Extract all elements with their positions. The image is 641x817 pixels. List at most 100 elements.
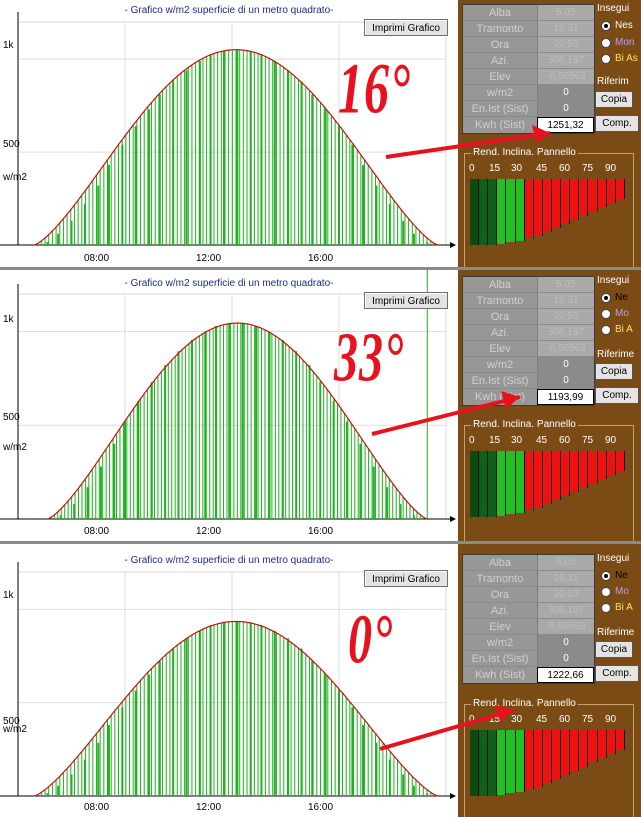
radio-option[interactable]: Bi A	[601, 324, 633, 335]
y-tick-label: 500	[3, 139, 20, 150]
row-label: Tramonto	[476, 23, 524, 35]
efficiency-bar	[488, 179, 498, 245]
copy-button[interactable]: Copia	[595, 363, 633, 380]
irradiance-bar	[362, 165, 365, 245]
print-chart-button[interactable]: Imprimi Grafico	[364, 570, 448, 587]
efficiency-bar	[588, 730, 598, 762]
table-row: Azi. 306,197	[463, 53, 594, 69]
radio-label: Mo	[615, 308, 629, 319]
irradiance-bar	[402, 774, 405, 796]
row-value: 306,197	[537, 53, 594, 68]
row-value: 5:05	[537, 555, 594, 570]
panel-efficiency-box: Rend. Inclina. Pannello 0 15 30 45 60 75…	[464, 419, 634, 542]
x-axis-arrow	[450, 516, 456, 522]
efficiency-bar	[479, 179, 489, 245]
irradiance-bar	[255, 325, 258, 519]
row-value: 0	[537, 357, 594, 372]
radio-option[interactable]: Bi As	[601, 53, 638, 64]
angle-scale-label: 45	[536, 714, 548, 725]
radio-option[interactable]: Mo	[601, 308, 629, 319]
row-value: 306,197	[537, 325, 594, 340]
efficiency-bar	[470, 179, 480, 245]
efficiency-bar	[561, 179, 571, 224]
angle-scale-label: 30	[511, 714, 523, 725]
radio-label: Mon	[615, 37, 635, 48]
efficiency-bar	[551, 179, 562, 228]
angle-scale-label: 75	[582, 714, 594, 725]
row-value: 19:31	[537, 571, 594, 586]
y-tick-label: 500	[3, 412, 20, 423]
kwh-value: 1222,66	[537, 667, 594, 683]
irradiance-bar	[324, 674, 327, 796]
table-row: Ora 20:50	[463, 309, 594, 325]
efficiency-bar	[579, 730, 589, 767]
compare-button[interactable]: Comp.	[595, 115, 639, 132]
angle-scale-label: 90	[605, 714, 617, 725]
irradiance-bar	[148, 109, 151, 245]
efficiency-bar	[606, 179, 616, 203]
radio-option[interactable]: Nes	[601, 20, 633, 31]
efficiency-bar	[515, 179, 525, 242]
copy-button[interactable]: Copia	[595, 91, 633, 108]
table-row: Kwh (Sist) 1222,66	[463, 667, 594, 683]
efficiency-bar	[588, 179, 598, 211]
compare-button[interactable]: Comp.	[595, 387, 639, 404]
irradiance-bar	[236, 49, 239, 246]
reference-group-label: Riferim	[597, 76, 629, 87]
control-panel-3: Alba 5:05 Tramonto 19:31 Ora 20:50 Azi. 306,…	[458, 544, 641, 817]
x-tick-label: 12:00	[196, 802, 222, 813]
radio-icon	[601, 324, 611, 335]
efficiency-bar	[579, 451, 589, 488]
radio-option[interactable]: Bi A	[601, 602, 633, 613]
row-value: -8,96563	[537, 341, 594, 356]
angle-scale-label: 75	[582, 163, 594, 174]
table-row: Alba 5:05	[463, 555, 594, 571]
irradiance-curve	[33, 620, 439, 797]
table-row: Elev -8,96563	[463, 69, 594, 85]
radio-icon	[601, 586, 611, 597]
table-row: Ora 20:50	[463, 587, 594, 603]
row-label: Tramonto	[476, 295, 524, 307]
row-value: 0	[537, 85, 594, 100]
compare-button[interactable]: Comp.	[595, 665, 639, 682]
angle-scale-label: 30	[511, 163, 523, 174]
efficiency-bar	[497, 730, 507, 795]
print-chart-button[interactable]: Imprimi Grafico	[364, 19, 448, 36]
irradiance-bar	[268, 331, 271, 519]
irradiance-bar	[300, 648, 303, 796]
row-label: Elev	[489, 71, 511, 83]
row-value: 306,197	[537, 603, 594, 618]
row-label: Azi.	[490, 55, 510, 67]
efficiency-bar	[615, 179, 625, 199]
row-value: -8,96563	[537, 69, 594, 84]
radio-option[interactable]: Ne	[601, 292, 628, 303]
irradiance-bar	[359, 444, 362, 519]
irradiance-bar	[46, 793, 49, 796]
efficiency-bar	[470, 730, 480, 796]
radio-label: Bi A	[615, 324, 633, 335]
pointer-arrow	[379, 705, 515, 751]
irradiance-bar	[273, 630, 276, 796]
table-row: Tramonto 19:31	[463, 293, 594, 309]
radio-option[interactable]: Mo	[601, 586, 629, 597]
irradiance-bar	[311, 660, 314, 796]
efficiency-bar	[542, 451, 552, 504]
irradiance-bar	[198, 630, 201, 796]
table-row: Kwh (Sist) 1251,32	[463, 117, 594, 133]
irradiance-bar	[97, 742, 100, 796]
copy-button[interactable]: Copia	[595, 641, 633, 658]
radio-label: Bi A	[615, 602, 633, 613]
y-tick-label: 500	[3, 716, 20, 727]
row-label: En.Ist (Sist)	[471, 375, 529, 387]
radio-icon	[601, 602, 611, 613]
tracking-group-label: Insegui	[597, 553, 630, 564]
print-chart-button[interactable]: Imprimi Grafico	[364, 292, 448, 309]
radio-option[interactable]: Mon	[601, 37, 634, 48]
irradiance-bar	[222, 50, 225, 245]
table-row: Ora 20:50	[463, 37, 594, 53]
angle-scale-label: 0	[469, 435, 475, 446]
radio-option[interactable]: Ne	[601, 570, 628, 581]
radio-icon	[601, 20, 611, 31]
tracking-group-label: Insegui	[597, 3, 630, 14]
row-value: 20:50	[537, 37, 594, 52]
